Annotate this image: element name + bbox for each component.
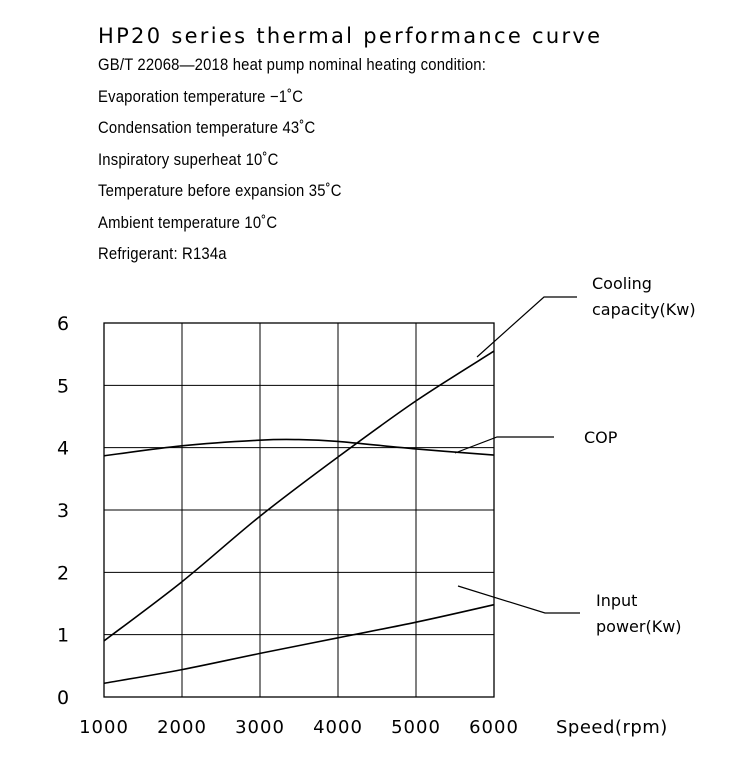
y-tick-label: 5 [57, 375, 69, 397]
refrigerant-line: Refrigerant: R134a [98, 245, 227, 263]
x-axis-label: Speed(rpm) [556, 717, 668, 738]
y-tick-label: 4 [57, 438, 69, 460]
cooling-capacity-leader [476, 296, 577, 358]
cooling-capacity-label: capacity(Kw) [592, 300, 696, 319]
y-tick-label: 2 [57, 562, 69, 584]
y-tick-label: 1 [57, 625, 69, 647]
cooling-capacity-label: Cooling [592, 274, 652, 293]
input-power-leader [457, 585, 580, 614]
x-tick-label: 5000 [391, 717, 441, 738]
cooling-capacity-line [103, 350, 495, 642]
x-tick-label: 4000 [313, 717, 363, 738]
cop-label: COP [584, 428, 618, 447]
input-power-label: Input [596, 591, 637, 610]
x-tick-label: 1000 [79, 717, 129, 738]
y-tick-label: 3 [57, 500, 69, 522]
x-tick-label: 2000 [157, 717, 207, 738]
y-tick-label: 6 [57, 313, 69, 335]
superheat-line: Inspiratory superheat 10˚C [98, 150, 279, 169]
condition-line: GB/T 22068—2018 heat pump nominal heatin… [98, 56, 487, 74]
x-tick-label: 3000 [235, 717, 285, 738]
chart-header: HP20 series thermal performance curve GB… [98, 22, 602, 271]
cop-leader [454, 436, 554, 454]
x-tick-label: 6000 [469, 717, 519, 738]
expansion-line: Temperature before expansion 35˚C [98, 182, 342, 200]
y-tick-label: 0 [57, 687, 69, 709]
chart-title: HP20 series thermal performance curve [98, 24, 603, 48]
input-power-label: power(Kw) [596, 617, 682, 636]
input-power-line [103, 603, 495, 685]
condensation-line: Condensation temperature 43˚C [98, 119, 316, 137]
cop-line [103, 438, 495, 457]
ambient-line: Ambient temperature 10˚C [98, 213, 278, 232]
evaporation-line: Evaporation temperature −1˚C [98, 87, 304, 106]
